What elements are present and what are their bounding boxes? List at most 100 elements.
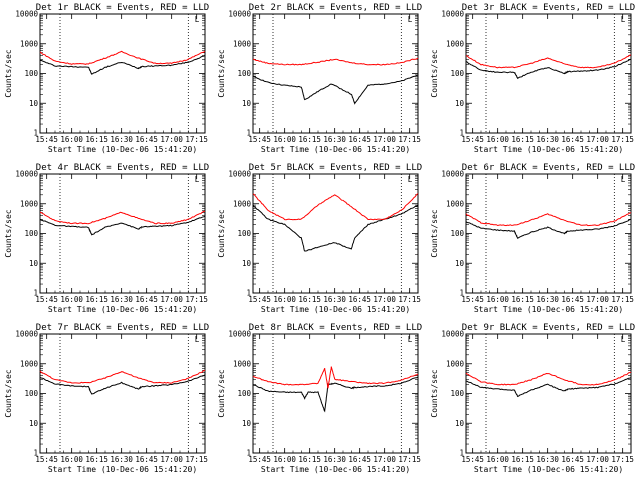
x-tick-label: 16:45: [348, 295, 371, 304]
corner-label: L: [408, 175, 413, 184]
y-tick-label: 1000: [446, 359, 465, 368]
y-tick-label: 1: [459, 289, 464, 298]
y-tick-label: 100: [237, 389, 251, 398]
x-tick-label: 16:15: [511, 295, 534, 304]
x-tick-label: 16:30: [110, 135, 133, 144]
x-axis-label: Start Time (10-Dec-06 15:41:20): [261, 145, 410, 154]
y-tick-label: 10000: [15, 10, 38, 19]
x-tick-label: 16:30: [536, 295, 559, 304]
x-tick-label: 16:00: [273, 295, 296, 304]
x-tick-label: 16:30: [110, 455, 133, 464]
x-tick-label: 16:15: [511, 135, 534, 144]
y-tick-label: 10000: [441, 10, 464, 19]
x-tick-label: 15:45: [35, 295, 58, 304]
x-tick-label: 17:00: [586, 455, 609, 464]
y-tick-label: 1000: [20, 39, 39, 48]
x-tick-label: 16:30: [110, 295, 133, 304]
chart-3: Det 3r BLACK = Events, RED = LLD L 1 10 100 1…: [430, 3, 635, 154]
series-line-lld: [465, 212, 632, 227]
chart-title: Det 7r BLACK = Events, RED = LLD: [36, 323, 209, 333]
x-tick-label: 16:15: [85, 295, 108, 304]
series-line-events: [465, 58, 632, 80]
y-tick-label: 100: [237, 69, 251, 78]
x-tick-label: 16:00: [60, 135, 83, 144]
series-line-lld: [39, 50, 206, 65]
chart-title: Det 5r BLACK = Events, RED = LLD: [249, 163, 422, 173]
chart-9: Det 9r BLACK = Events, RED = LLD L 1 10 100 1…: [430, 323, 635, 474]
chart-panel-1: Det 1r BLACK = Events, RED = LLD L 1 10 100 1…: [0, 0, 213, 160]
series-line-events: [39, 215, 206, 236]
corner-label: L: [195, 335, 200, 344]
y-tick-label: 1000: [233, 199, 252, 208]
y-tick-label: 10: [242, 259, 252, 268]
x-tick-label: 16:45: [561, 295, 584, 304]
chart-panel-2: Det 2r BLACK = Events, RED = LLD L 1 10 100 1…: [213, 0, 426, 160]
corner-label: L: [621, 335, 626, 344]
series-line-events: [252, 376, 419, 413]
series-line-lld: [252, 366, 419, 389]
corner-label: L: [408, 15, 413, 24]
corner-label: L: [621, 175, 626, 184]
y-tick-label: 10: [455, 99, 465, 108]
x-tick-label: 15:45: [35, 455, 58, 464]
corner-label: L: [621, 15, 626, 24]
x-axis-label: Start Time (10-Dec-06 15:41:20): [261, 305, 410, 314]
series-line-events: [465, 218, 632, 240]
y-tick-label: 10: [29, 259, 39, 268]
y-axis-label: Counts/sec: [4, 369, 13, 417]
x-tick-label: 17:00: [160, 135, 183, 144]
x-tick-label: 16:00: [486, 455, 509, 464]
y-tick-label: 1: [459, 129, 464, 138]
series-line-events: [39, 55, 206, 75]
x-tick-label: 15:45: [248, 295, 271, 304]
x-tick-label: 16:15: [298, 455, 321, 464]
plot-frame: [39, 173, 206, 294]
chart-panel-5: Det 5r BLACK = Events, RED = LLD L 1 10 100 1…: [213, 160, 426, 320]
x-tick-label: 16:00: [273, 455, 296, 464]
x-tick-label: 16:00: [60, 295, 83, 304]
y-tick-label: 10000: [228, 10, 251, 19]
x-tick-label: 17:15: [398, 295, 421, 304]
plot-frame: [465, 333, 632, 454]
y-tick-label: 10000: [15, 330, 38, 339]
plot-frame: [465, 173, 632, 294]
y-tick-label: 10: [455, 259, 465, 268]
x-tick-label: 17:00: [586, 295, 609, 304]
x-tick-label: 17:00: [586, 135, 609, 144]
y-tick-label: 1000: [233, 359, 252, 368]
x-tick-label: 16:00: [486, 135, 509, 144]
x-tick-label: 17:00: [373, 295, 396, 304]
y-tick-label: 100: [24, 69, 38, 78]
y-tick-label: 10: [242, 419, 252, 428]
plot-frame: [252, 333, 419, 454]
y-tick-label: 1: [459, 449, 464, 458]
x-tick-label: 17:15: [398, 455, 421, 464]
x-tick-label: 16:45: [561, 135, 584, 144]
x-axis-label: Start Time (10-Dec-06 15:41:20): [261, 465, 410, 474]
chart-8: Det 8r BLACK = Events, RED = LLD L 1 10 100 1…: [217, 323, 422, 474]
x-tick-label: 16:15: [511, 455, 534, 464]
x-tick-label: 16:45: [561, 455, 584, 464]
y-tick-label: 100: [450, 69, 464, 78]
x-tick-label: 15:45: [35, 135, 58, 144]
series-line-lld: [40, 210, 206, 225]
chart-panel-3: Det 3r BLACK = Events, RED = LLD L 1 10 100 1…: [426, 0, 639, 160]
x-tick-label: 17:00: [160, 295, 183, 304]
chart-5: Det 5r BLACK = Events, RED = LLD L 1 10 100 1…: [217, 163, 422, 314]
x-tick-label: 17:15: [185, 455, 208, 464]
x-axis-label: Start Time (10-Dec-06 15:41:20): [474, 305, 623, 314]
chart-title: Det 3r BLACK = Events, RED = LLD: [462, 3, 635, 13]
x-tick-label: 16:30: [323, 455, 346, 464]
y-tick-label: 1000: [20, 359, 39, 368]
plot-frame: [465, 13, 632, 134]
x-axis-label: Start Time (10-Dec-06 15:41:20): [48, 465, 197, 474]
chart-7: Det 7r BLACK = Events, RED = LLD L 1 10 100 1…: [4, 323, 209, 474]
series-line-events: [465, 377, 632, 398]
x-tick-label: 16:30: [323, 295, 346, 304]
chart-title: Det 6r BLACK = Events, RED = LLD: [462, 163, 635, 173]
y-tick-label: 100: [237, 229, 251, 238]
chart-title: Det 1r BLACK = Events, RED = LLD: [36, 3, 209, 13]
chart-title: Det 9r BLACK = Events, RED = LLD: [462, 323, 635, 333]
x-tick-label: 16:00: [60, 455, 83, 464]
